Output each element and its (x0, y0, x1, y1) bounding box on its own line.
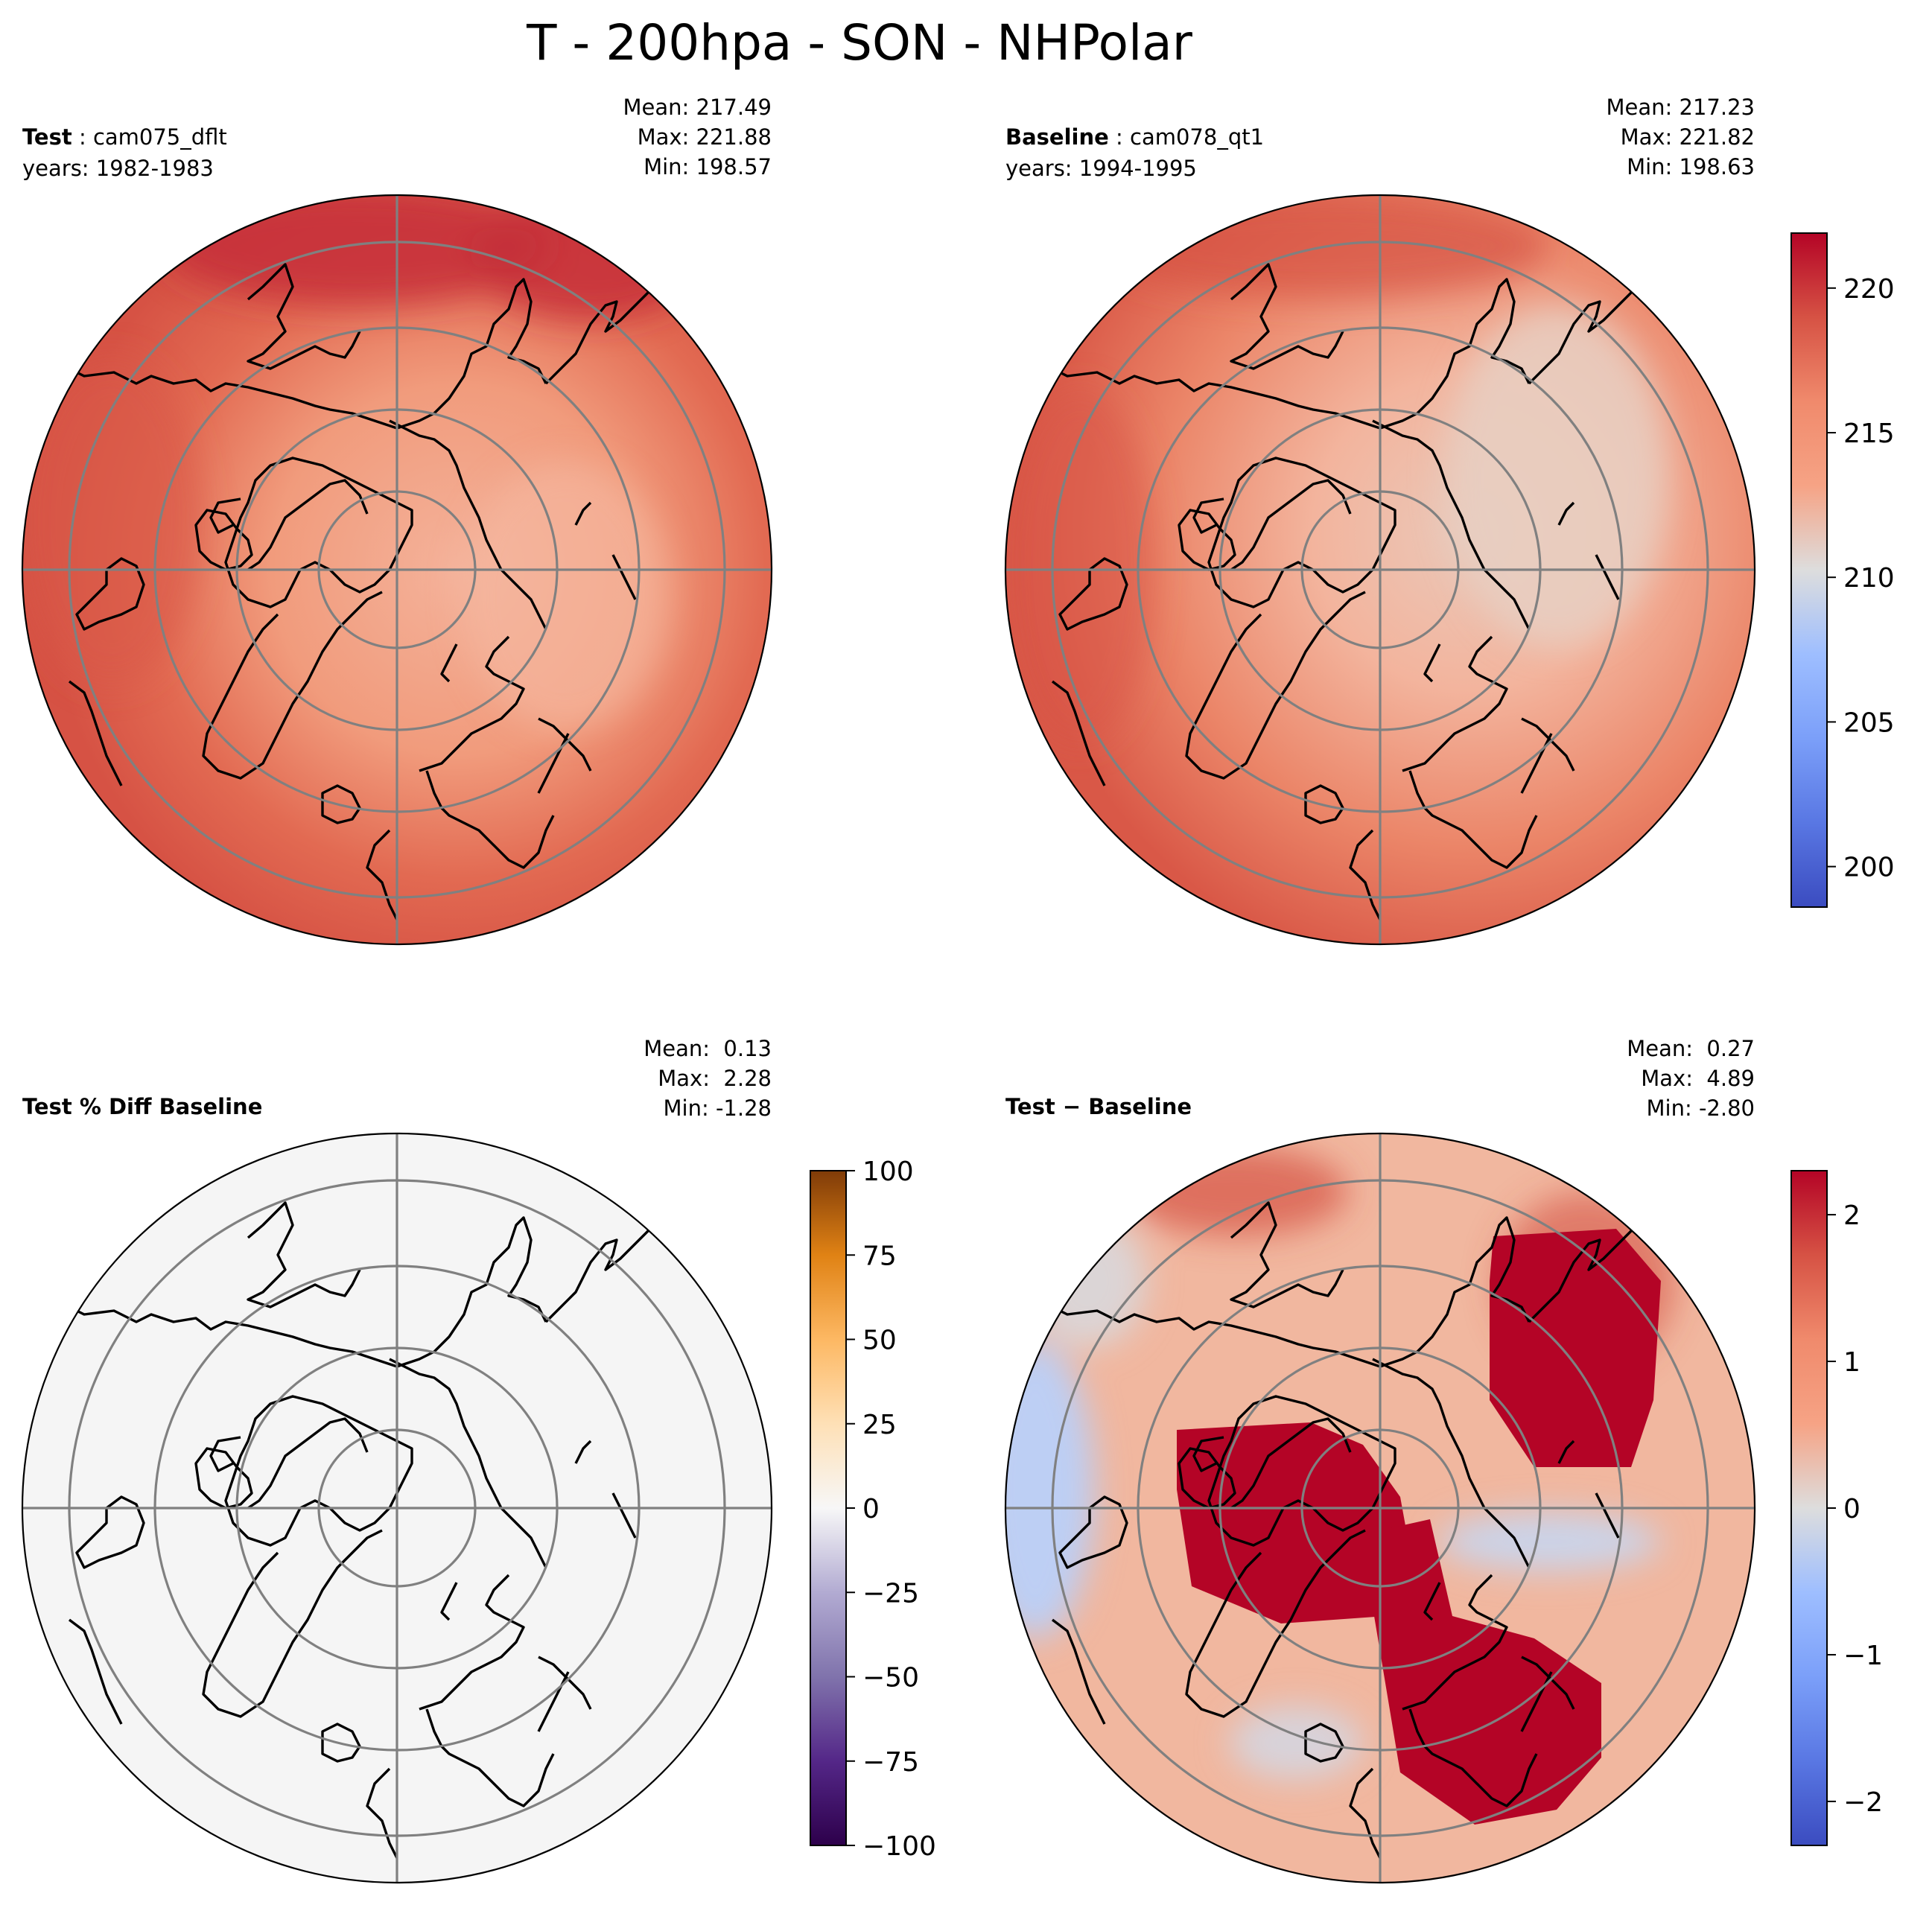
colorbar-pctdiff-tick-label: −100 (862, 1831, 936, 1862)
colorbar-diff-tick-label: −1 (1843, 1641, 1883, 1671)
panel-baseline-max: Max: 221.82 (1621, 124, 1755, 150)
panel-test: Test : cam075_dflt years: 1982-1983 Mean… (21, 95, 773, 946)
panel-baseline-min: Min: 198.63 (1627, 154, 1755, 179)
panel-baseline-years: years: 1994-1995 (1005, 156, 1197, 181)
panel-baseline-label: Baseline : cam078_qt1 (1005, 124, 1264, 150)
colorbar-diff-tick-label: 1 (1843, 1347, 1860, 1378)
colorbar-pctdiff-tick-label: 50 (862, 1326, 897, 1356)
colorbar-diff: −2 −1 0 1 2 (1790, 1170, 1883, 1846)
panel-test-max: Max: 221.88 (638, 124, 772, 150)
panel-test-label-bold: Test (22, 124, 72, 150)
colorbar-field-tick-label: 210 (1843, 563, 1895, 594)
map-test (22, 195, 772, 944)
panel-test-min: Min: 198.57 (644, 154, 772, 179)
panel-test-label: Test : cam075_dflt (22, 124, 227, 150)
panel-baseline: Baseline : cam078_qt1 years: 1994-1995 M… (1004, 95, 1756, 946)
colorbar-diff-tick-label: −2 (1843, 1787, 1883, 1818)
panel-pctdiff-label: Test % Diff Baseline (22, 1094, 262, 1119)
colorbar-field-tick-label: 200 (1843, 853, 1895, 883)
colorbar-diff-tick-label: 2 (1843, 1200, 1860, 1231)
colorbar-pctdiff-tick-label: 100 (862, 1157, 914, 1187)
colorbar-pctdiff-tick-label: 75 (862, 1241, 897, 1271)
colorbar-pctdiff-tick-label: −50 (862, 1663, 919, 1693)
panel-pctdiff-max: Max: 2.28 (658, 1066, 772, 1091)
panel-diff-min: Min: -2.80 (1647, 1095, 1755, 1121)
map-baseline (1005, 195, 1755, 944)
colorbar-diff-tick-label: 0 (1843, 1494, 1860, 1524)
panel-diff: Test − Baseline Mean: 0.27 Max: 4.89 Min… (1004, 1036, 1756, 1884)
colorbar-field-tick-label: 220 (1843, 274, 1895, 305)
panel-diff-label: Test − Baseline (1005, 1094, 1192, 1119)
colorbar-pctdiff-tick-label: 0 (862, 1494, 880, 1524)
panel-pctdiff: Test % Diff Baseline Mean: 0.13 Max: 2.2… (21, 1036, 773, 1884)
map-pctdiff (22, 1133, 772, 1883)
colorbar-field-bar (1790, 232, 1828, 908)
colorbar-pctdiff-tick-label: −75 (862, 1747, 919, 1778)
colorbar-pctdiff-tick-label: −25 (862, 1578, 919, 1609)
colorbar-field: 200 205 210 215 220 (1790, 232, 1895, 908)
panel-test-years: years: 1982-1983 (22, 156, 214, 181)
panel-baseline-label-bold: Baseline (1005, 124, 1109, 150)
colorbar-pctdiff-tick-label: 25 (862, 1410, 897, 1440)
colorbar-field-tick-label: 215 (1843, 419, 1895, 449)
panel-test-mean: Mean: 217.49 (623, 95, 772, 120)
map-diff (1005, 1133, 1755, 1883)
panel-diff-mean: Mean: 0.27 (1627, 1036, 1755, 1061)
panel-baseline-mean: Mean: 217.23 (1607, 95, 1755, 120)
colorbar-field-tick-label: 205 (1843, 707, 1895, 738)
colorbar-diff-bar (1790, 1170, 1828, 1846)
colorbar-pctdiff-bar (810, 1170, 847, 1846)
figure-title: T - 200hpa - SON - NHPolar (526, 14, 1193, 71)
panel-pctdiff-min: Min: -1.28 (664, 1095, 772, 1121)
panel-diff-max: Max: 4.89 (1641, 1066, 1755, 1091)
panel-baseline-label-case: : cam078_qt1 (1116, 124, 1264, 150)
panel-pctdiff-mean: Mean: 0.13 (644, 1036, 772, 1061)
colorbar-pctdiff: −100 −75 −50 −25 0 25 50 75 100 (810, 1157, 936, 1862)
panel-test-label-case: : cam075_dflt (79, 124, 227, 150)
